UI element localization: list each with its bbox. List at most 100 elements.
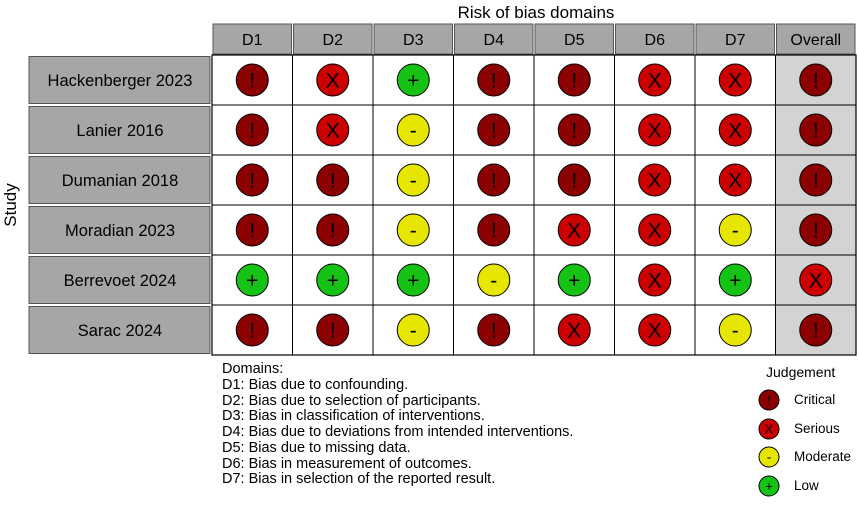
judgement-mark-serious: [638, 263, 672, 297]
judgement-mark-moderate: [396, 163, 430, 197]
judgement-mark-critical: [235, 313, 269, 347]
study-label: Hackenberger 2023: [48, 72, 193, 90]
risk-of-bias-table: Risk of bias domains Study D1 D2 D3 D4 D5 D6 D…: [1, 3, 857, 356]
judgement-symbol: X: [326, 120, 340, 143]
table-row: Moradian 2023!! -! X X -!: [28, 204, 857, 256]
judgement-symbol: X: [567, 220, 581, 243]
column-header-d5: [534, 23, 614, 55]
legend-label: Critical: [794, 392, 836, 407]
judgement-mark-serious: [799, 263, 833, 297]
judgement-symbol: -: [732, 220, 739, 243]
judgement-mark-critical: [477, 113, 511, 147]
judgement-mark-low: [557, 263, 591, 297]
judgement-symbol: +: [568, 270, 580, 293]
legend-symbol: -: [767, 450, 771, 465]
column-header-label: Overall: [790, 32, 841, 49]
judgement-symbol: +: [327, 270, 339, 293]
legend-swatch-low: +: [758, 475, 780, 496]
column-header-d2: [293, 23, 373, 55]
domain-description: D1: Bias due to confounding.: [222, 377, 409, 393]
judgement-symbol: !: [491, 220, 497, 243]
study-label-cell: [28, 306, 211, 354]
judgement-symbol: X: [648, 270, 662, 293]
grid-border: [211, 54, 857, 356]
domain-description: D6: Bias in measurement of outcomes.: [222, 455, 472, 472]
legend-label: Serious: [794, 420, 840, 436]
column-header-label: D7: [725, 32, 746, 49]
judgement-mark-critical: [235, 213, 269, 247]
judgement-mark-low: [396, 263, 430, 297]
judgement-symbol: !: [491, 70, 497, 93]
judgement-symbol: X: [728, 170, 742, 193]
judgement-mark-critical: [799, 313, 833, 347]
table-row: Hackenberger 2023! X +!! X X!: [28, 54, 857, 106]
judgement-mark-low: [235, 263, 269, 297]
domain-cell: [614, 204, 696, 256]
judgement-symbol: !: [491, 320, 497, 343]
judgement-mark-critical: [316, 163, 350, 197]
judgement-symbol: !: [330, 220, 336, 243]
judgement-symbol: -: [410, 320, 417, 343]
judgement-mark-serious: [638, 113, 672, 147]
domains-heading: Domains:: [222, 361, 284, 377]
column-header-d7: [695, 23, 775, 55]
judgement-symbol: !: [571, 170, 577, 193]
domain-description: D2: Bias due to selection of participant…: [222, 392, 481, 409]
chart-title: Risk of bias domains: [458, 3, 615, 22]
column-header-d4: [454, 23, 534, 55]
legend-marker: [758, 446, 780, 468]
column-header-label: D5: [564, 32, 585, 49]
judgement-mark-critical: [799, 163, 833, 197]
legend-label: Low: [794, 477, 819, 493]
judgement-mark-moderate: [718, 213, 752, 247]
legend-marker: [758, 475, 780, 496]
column-header-label: D1: [242, 32, 263, 49]
judgement-symbol: +: [407, 70, 419, 93]
column-header-d3: [373, 23, 453, 55]
judgement-symbol: !: [249, 170, 255, 193]
judgement-mark-serious: [638, 213, 672, 247]
judgement-mark-critical: [235, 163, 269, 197]
judgement-symbol: X: [648, 320, 662, 343]
judgement-mark-low: [316, 263, 350, 297]
judgement-mark-critical: [316, 313, 350, 347]
column-header-label: D4: [484, 32, 505, 49]
study-rows: Hackenberger 2023! X +!! X X ! Lanier 2016! X -!…: [28, 54, 857, 356]
legend-title: Judgement: [766, 364, 836, 380]
study-label: Dumanian 2018: [62, 172, 179, 190]
legend-swatch-moderate: -: [758, 446, 780, 468]
study-label-cell: [28, 106, 211, 154]
domain-description: D4: Bias due to deviations from intended…: [222, 424, 574, 441]
judgement-mark-moderate: [396, 313, 430, 347]
judgement-symbol: -: [490, 270, 497, 293]
judgement-symbol: X: [809, 270, 823, 293]
judgement-symbol: !: [491, 170, 497, 193]
judgement-mark-critical: [477, 163, 511, 197]
judgement-symbol: +: [407, 270, 419, 293]
judgement-symbol: +: [246, 270, 258, 293]
judgement-mark-serious: [638, 63, 672, 97]
judgement-mark-serious: [718, 63, 752, 97]
judgement-mark-moderate: [718, 313, 752, 347]
judgement-mark-serious: [316, 113, 350, 147]
judgement-mark-critical: [799, 213, 833, 247]
judgement-mark-critical: [477, 63, 511, 97]
judgement-mark-moderate: [396, 213, 430, 247]
column-header-label: D3: [403, 32, 424, 49]
study-label: Moradian 2023: [65, 222, 175, 240]
column-header-label: D6: [645, 32, 666, 49]
judgement-mark-critical: [557, 113, 591, 147]
judgement-mark-serious: [718, 163, 752, 197]
judgement-symbol: -: [410, 120, 417, 143]
judgement-mark-low: [396, 63, 430, 97]
legend-swatch-critical: !: [758, 389, 780, 411]
judgement-symbol: X: [648, 170, 662, 193]
judgement-symbol: !: [330, 170, 336, 193]
judgement-mark-moderate: [396, 113, 430, 147]
judgement-symbol: !: [571, 120, 577, 143]
legend-marker: [758, 389, 780, 411]
judgement-symbol: !: [249, 220, 255, 243]
judgement-symbol: !: [249, 320, 255, 343]
judgement-symbol: -: [410, 220, 417, 243]
